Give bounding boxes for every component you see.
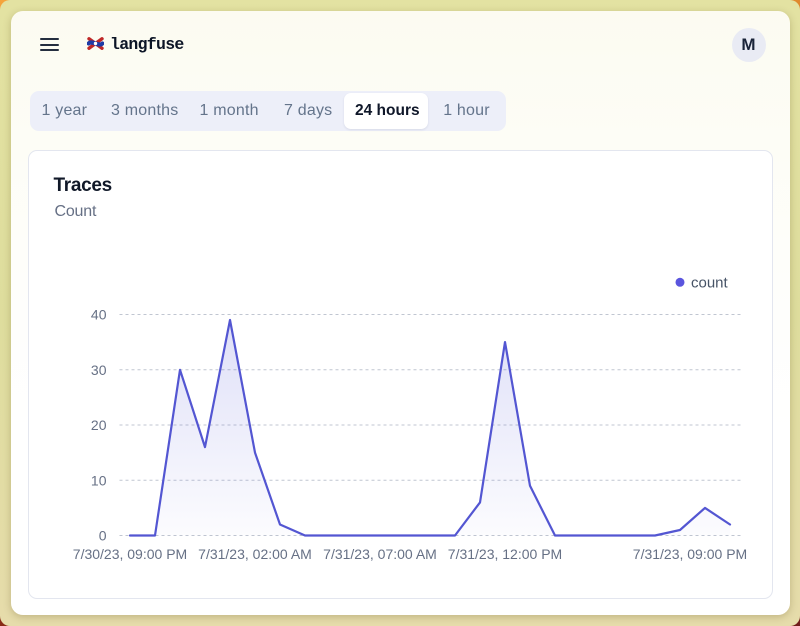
svg-text:7/31/23, 12:00 PM: 7/31/23, 12:00 PM [448,546,562,562]
svg-text:0: 0 [99,528,107,544]
svg-text:count: count [691,274,729,291]
svg-text:10: 10 [91,472,107,488]
svg-text:30: 30 [91,362,107,378]
svg-text:7/31/23, 02:00 AM: 7/31/23, 02:00 AM [198,546,312,562]
svg-text:7/30/23, 09:00 PM: 7/30/23, 09:00 PM [73,546,187,562]
svg-text:7/31/23, 07:00 AM: 7/31/23, 07:00 AM [323,546,437,562]
svg-text:7/31/23, 09:00 PM: 7/31/23, 09:00 PM [633,546,747,562]
svg-text:40: 40 [91,307,107,323]
svg-text:20: 20 [91,417,107,433]
